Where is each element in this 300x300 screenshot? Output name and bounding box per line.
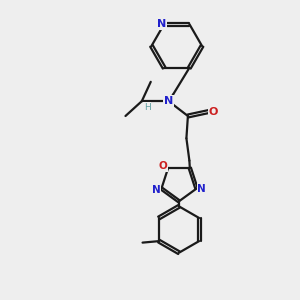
Text: N: N — [197, 184, 206, 194]
Text: N: N — [164, 96, 173, 106]
Text: N: N — [152, 185, 161, 195]
Text: O: O — [158, 161, 167, 172]
Text: H: H — [144, 103, 151, 112]
Text: N: N — [157, 19, 167, 29]
Text: O: O — [208, 106, 218, 116]
